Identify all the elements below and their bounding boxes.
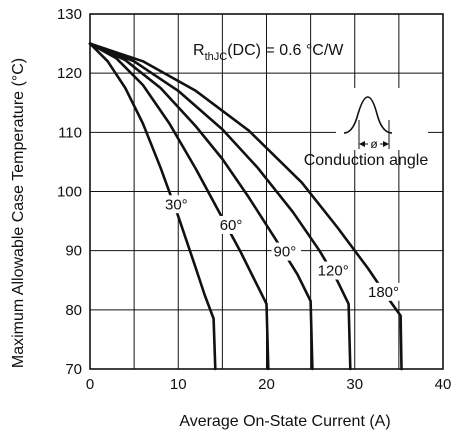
y-tick-label: 110 bbox=[58, 124, 82, 141]
x-tick-label: 30 bbox=[346, 376, 363, 393]
series-line-2 bbox=[88, 42, 314, 371]
thermal-resistance-annotation: RthJC(DC) = 0.6 °C/W bbox=[193, 42, 344, 63]
arrowhead-right-icon bbox=[383, 141, 389, 147]
inset-background bbox=[336, 88, 428, 150]
series-label-2: 90° bbox=[274, 244, 297, 261]
y-tick-label: 70 bbox=[65, 361, 82, 378]
y-tick-label: 130 bbox=[57, 6, 82, 23]
y-tick-label: 100 bbox=[57, 184, 82, 201]
y-tick-label: 120 bbox=[57, 65, 82, 82]
angle-symbol-bg bbox=[368, 138, 380, 150]
x-tick-label: 0 bbox=[86, 376, 94, 393]
series-labels: 30° 60° 90° 120° 180° bbox=[163, 195, 404, 301]
grid bbox=[90, 14, 443, 369]
x-tick-label: 10 bbox=[170, 376, 187, 393]
series-label-bg bbox=[163, 195, 193, 214]
y-axis-title: Maximum Allowable Case Temperature (°C) bbox=[10, 58, 27, 368]
y-tick-label: 80 bbox=[65, 302, 82, 319]
series-lines bbox=[88, 42, 403, 371]
series-line-4 bbox=[88, 42, 403, 371]
annotation-r-main: R bbox=[193, 42, 205, 59]
series-label-4: 180° bbox=[368, 284, 399, 301]
arrowhead-left-icon bbox=[359, 141, 365, 147]
conduction-angle-inset: ø Conduction angle bbox=[304, 88, 429, 169]
series-label-bg bbox=[315, 261, 354, 280]
x-axis-title: Average On-State Current (A) bbox=[179, 413, 390, 430]
series-label-bg bbox=[217, 215, 248, 234]
x-tick-label: 20 bbox=[258, 376, 275, 393]
series-line-3 bbox=[88, 42, 352, 371]
series-label-1: 60° bbox=[220, 217, 243, 234]
annotation-r-sub: thJC bbox=[205, 51, 228, 63]
series-label-3: 120° bbox=[318, 263, 349, 280]
conduction-angle-label: Conduction angle bbox=[304, 152, 429, 169]
series-line-1 bbox=[88, 42, 270, 371]
series-label-bg bbox=[365, 282, 404, 301]
angle-symbol: ø bbox=[370, 137, 378, 151]
series-label-bg bbox=[271, 242, 302, 261]
series-label-0: 30° bbox=[165, 196, 188, 213]
annotation-r-rest: (DC) = 0.6 °C/W bbox=[227, 42, 344, 59]
tick-labels: 0 10 20 30 40 70 80 90 100 110 120 130 bbox=[57, 6, 451, 393]
series-line-0 bbox=[88, 42, 217, 371]
conduction-waveform bbox=[343, 96, 393, 134]
plot-frame bbox=[89, 13, 444, 370]
y-tick-label: 90 bbox=[65, 243, 82, 260]
x-tick-label: 40 bbox=[435, 376, 452, 393]
svg-text:RthJC(DC) = 0.6 °C/W: RthJC(DC) = 0.6 °C/W bbox=[193, 42, 344, 63]
